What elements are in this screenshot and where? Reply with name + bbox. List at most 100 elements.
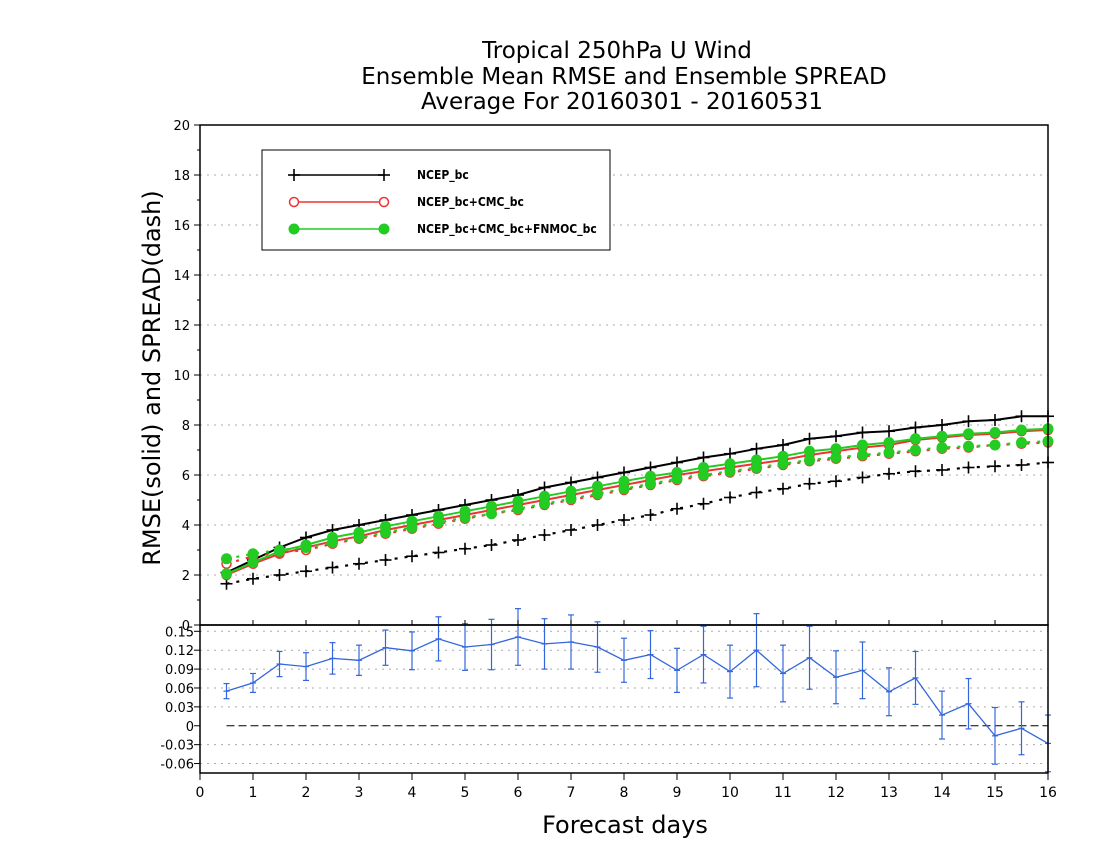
spread-point <box>512 534 524 546</box>
spread-point <box>618 514 630 526</box>
rmse-point <box>936 419 948 431</box>
x-tick-label: 15 <box>986 785 1004 801</box>
y-tick-label: 0.12 <box>165 644 194 659</box>
spread-point <box>247 572 259 585</box>
rmse-point <box>962 415 975 428</box>
y-axis-label: RMSE(solid) and SPREAD(dash) <box>138 190 166 566</box>
spread-point <box>910 444 921 456</box>
spread-point <box>406 550 418 563</box>
y-tick-label: 0.06 <box>165 682 194 697</box>
x-tick-label: 10 <box>721 785 739 801</box>
spread-point <box>751 462 762 473</box>
y-tick-label: 0.09 <box>165 663 194 678</box>
legend-marker-end <box>378 196 390 208</box>
legend-marker-end <box>378 169 390 181</box>
spread-point <box>326 561 339 574</box>
spread-point <box>909 465 922 478</box>
spread-point <box>433 517 444 528</box>
rmse-point <box>989 427 1001 438</box>
chart-title: Tropical 250hPa U Wind Ensemble Mean RMS… <box>361 38 886 115</box>
spread-point <box>857 449 868 461</box>
rmse-point <box>883 437 895 448</box>
y-tick-label: -0.03 <box>160 739 194 754</box>
rmse-point <box>856 426 869 439</box>
y-tick-label: 2 <box>182 569 190 584</box>
spread-point <box>380 527 391 538</box>
rmse-point <box>883 425 895 438</box>
spread-point <box>539 498 550 510</box>
x-tick-label: 14 <box>933 785 951 801</box>
x-tick-label: 12 <box>827 785 845 801</box>
legend-marker-start <box>288 196 300 208</box>
rmse-point <box>910 433 921 445</box>
rmse-point <box>777 439 789 451</box>
spread-point <box>777 482 789 495</box>
spread-point <box>486 508 497 520</box>
y-tick-label: 12 <box>173 319 190 334</box>
spread-point <box>1015 459 1028 471</box>
y-tick-label: 0.03 <box>165 701 194 716</box>
rmse-point <box>963 428 974 440</box>
x-tick-label: 5 <box>461 785 470 801</box>
x-tick-label: 6 <box>514 785 523 801</box>
y-tick-label: 20 <box>173 119 190 134</box>
spread-point <box>803 477 816 490</box>
spread-point <box>1016 437 1027 448</box>
x-tick-label: 13 <box>880 785 898 801</box>
diff-line <box>226 636 1049 744</box>
spread-point <box>512 503 524 515</box>
legend-label: NCEP_bc+CMC_bc <box>417 195 524 210</box>
spread-point <box>883 447 895 458</box>
spread-point <box>459 512 471 523</box>
y-tick-label: 0 <box>182 619 190 634</box>
y-tick-label: 0 <box>186 720 194 735</box>
y-tick-label: 18 <box>173 169 190 184</box>
spread-point <box>830 475 842 488</box>
y-tick-label: -0.06 <box>160 758 194 773</box>
x-axis-label: Forecast days <box>542 811 708 839</box>
spread-point <box>459 542 471 555</box>
spread-point <box>724 491 736 504</box>
legend-label: NCEP_bc <box>417 168 469 183</box>
x-tick-label: 16 <box>1039 785 1057 801</box>
rmse-point <box>1015 410 1028 423</box>
legend: NCEP_bc NCEP_bc+CMC_bc NCEP_bc+CMC_bc+FNMO… <box>261 149 611 251</box>
spread-point <box>353 532 365 543</box>
legend-box <box>261 149 611 251</box>
legend-item: NCEP_bc+CMC_bc+FNMOC_bc <box>288 222 597 237</box>
x-tick-label: 9 <box>673 785 682 801</box>
spread-point <box>591 519 604 531</box>
legend-item: NCEP_bc+CMC_bc <box>288 195 524 210</box>
spread-point <box>698 469 709 481</box>
x-tick-label: 8 <box>620 785 629 801</box>
y-tick-label: 10 <box>173 369 190 384</box>
y-tick-label: 4 <box>182 519 190 534</box>
rmse-line <box>226 429 1049 576</box>
spread-point <box>565 493 577 505</box>
rmse-point <box>909 421 922 434</box>
spread-point <box>247 548 259 560</box>
chart-title-line-1: Tropical 250hPa U Wind <box>481 38 752 64</box>
spread-line <box>226 441 1049 565</box>
spread-point <box>804 454 815 466</box>
spread-point <box>962 461 975 474</box>
spread-point <box>300 542 312 553</box>
x-tick-label: 11 <box>774 785 792 801</box>
rmse-point <box>803 432 816 445</box>
spread-point <box>618 483 630 495</box>
spread-point <box>671 473 683 485</box>
spread-point <box>273 569 286 581</box>
spread-line <box>226 461 1049 585</box>
spread-point <box>963 440 974 452</box>
spread-point <box>697 497 710 510</box>
lower-panel: 0.15 0.12 0.09 0.06 0.03 0 -0.03 -0.06 <box>160 608 1051 774</box>
rmse-point <box>857 439 868 451</box>
spread-point <box>856 471 869 484</box>
rmse-point <box>1016 424 1027 436</box>
x-tick-label: 2 <box>302 785 311 801</box>
spread-point <box>353 557 365 570</box>
spread-point <box>724 465 736 477</box>
x-tick-label: 4 <box>408 785 417 801</box>
spread-point <box>406 522 418 533</box>
